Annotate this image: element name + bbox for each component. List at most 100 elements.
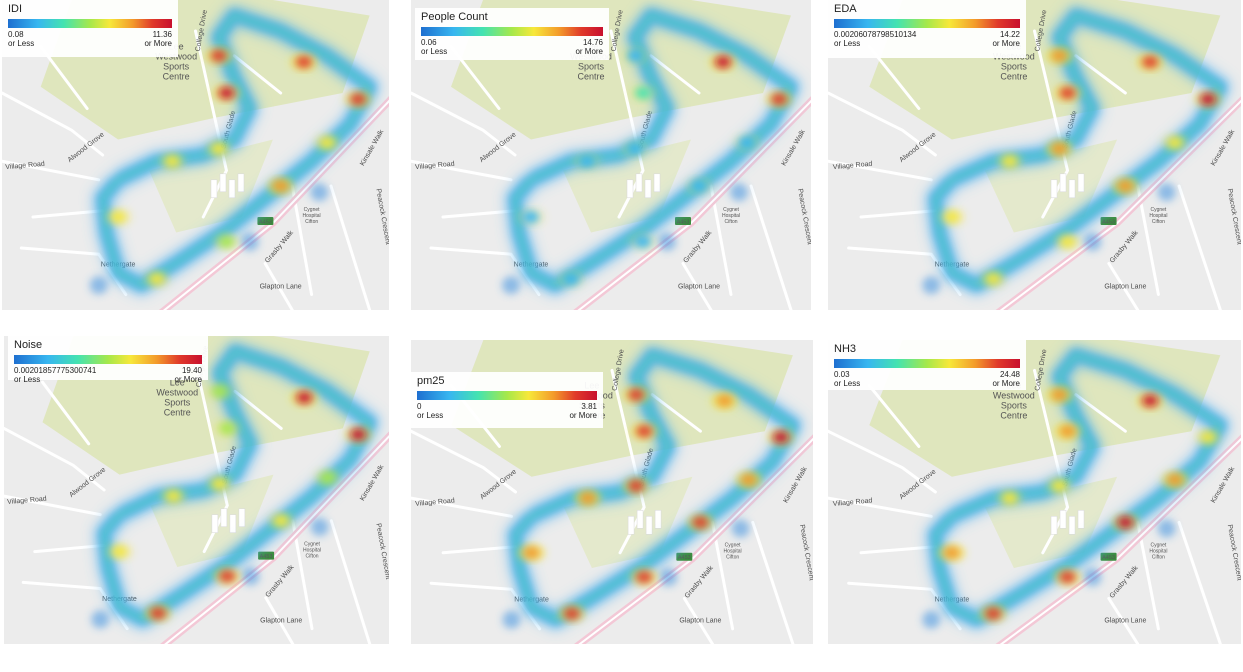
heat-hotspot <box>739 136 755 149</box>
heat-hotspot <box>1117 180 1134 192</box>
heat-hotspot <box>943 546 960 559</box>
legend-color-ramp <box>8 19 172 28</box>
legend-min-note: or Less <box>14 375 41 384</box>
sports-centre-label: Westwood <box>993 391 1035 401</box>
heat-trail-core <box>513 352 796 623</box>
heat-hotspot <box>1001 492 1018 505</box>
minor-road <box>441 545 518 555</box>
street-label-village-road: Village Road <box>5 161 45 171</box>
minor-road <box>31 209 105 219</box>
legend-min-note: or Less <box>421 47 448 56</box>
heat-hotspot <box>636 571 653 584</box>
hospital-label: Cygnet <box>725 543 741 549</box>
heat-blob <box>730 183 748 202</box>
minor-road <box>4 494 102 517</box>
heat-hotspot <box>1166 473 1183 486</box>
minor-road <box>41 380 91 446</box>
legend-color-ramp <box>421 27 603 36</box>
building <box>635 173 643 193</box>
map-canvas: A453LeeWestwoodSportsCentreCygnetHospita… <box>2 0 389 310</box>
building <box>645 516 653 535</box>
street-label-glapton-lane: Glapton Lane <box>260 283 302 290</box>
sports-centre-label: Sports <box>578 62 605 72</box>
heat-blob <box>310 517 329 536</box>
minor-road <box>828 159 933 182</box>
minor-road <box>681 262 713 310</box>
street-label-village-road: Village Road <box>415 161 455 171</box>
legend-max-value: 14.76 <box>582 38 603 47</box>
minor-road <box>441 209 517 219</box>
minor-road <box>233 389 283 430</box>
heat-hotspot <box>1059 87 1076 99</box>
heatmap-panel-noise: A453 Lee Westwood Sports Centre Cygnet Hospita… <box>4 336 389 644</box>
building <box>1050 516 1058 535</box>
sports-centre-label: Centre <box>163 72 190 82</box>
building <box>654 510 662 529</box>
legend-min-value: 0.08 <box>8 30 24 39</box>
minor-road <box>195 365 229 554</box>
minor-road <box>411 496 513 518</box>
heat-hotspot <box>628 388 645 401</box>
legend-max-note: or More <box>992 39 1020 48</box>
heat-hotspot <box>165 490 182 503</box>
heat-hotspot <box>1059 425 1076 438</box>
building <box>210 179 218 199</box>
legend-color-ramp <box>417 391 597 400</box>
road-badge <box>258 551 275 560</box>
heat-hotspot <box>1001 155 1018 168</box>
minor-road <box>828 91 937 157</box>
heat-hotspot <box>210 142 227 155</box>
heat-hotspot <box>218 87 235 99</box>
minor-road <box>609 29 645 219</box>
heat-hotspot <box>1051 479 1068 492</box>
road-badge-label: A453 <box>677 219 690 225</box>
hospital-label: Cygnet <box>723 207 739 213</box>
minor-road <box>1107 596 1140 644</box>
heat-hotspot <box>1142 394 1159 407</box>
legend-min-note: or Less <box>417 411 444 420</box>
legend-min-value: 0.06 <box>421 38 437 47</box>
minor-road <box>859 209 937 219</box>
heatmap-panel-eda: A453LeeWestwoodSportsCentreCygnetHospita… <box>828 0 1241 310</box>
heat-hotspot <box>563 607 580 620</box>
heat-hotspot <box>150 607 166 620</box>
building <box>627 516 635 535</box>
legend-max-value: 3.81 <box>581 402 597 411</box>
building <box>228 179 236 199</box>
heat-hotspot <box>148 273 165 285</box>
legend-color-ramp <box>834 19 1020 28</box>
heat-blob <box>91 610 110 629</box>
heat-hotspot <box>636 425 653 438</box>
street-label-village-road: Village Road <box>833 497 873 507</box>
legend-max-note: or More <box>992 379 1020 388</box>
legend-min-note: or Less <box>8 39 35 48</box>
minor-road <box>1107 262 1140 310</box>
legend-color-ramp <box>14 355 202 364</box>
minor-road <box>859 545 937 555</box>
heat-hotspot <box>523 546 540 559</box>
hospital-label: Hospital <box>724 549 742 555</box>
heat-hotspot <box>1059 235 1076 248</box>
building <box>220 508 228 527</box>
legend-color-ramp <box>834 359 1020 368</box>
building <box>229 514 237 533</box>
heat-trail-core <box>100 13 373 288</box>
heat-hotspot <box>715 56 731 68</box>
road-badge <box>676 552 693 561</box>
minor-road <box>828 496 933 518</box>
heat-hotspot <box>1199 431 1216 444</box>
legend-title: Noise <box>14 339 43 351</box>
sports-centre-label: Lee <box>170 377 185 387</box>
minor-road <box>1074 54 1127 95</box>
heat-hotspot <box>1051 142 1068 155</box>
heatmap-panel-pm25: A453LeeWestwoodSportsCentreCygnetHospita… <box>411 340 813 644</box>
heat-blob <box>241 567 260 586</box>
minor-road <box>264 596 295 644</box>
heatmap-panel-nh3: A453LeeWestwoodSportsCentreCygnetHospita… <box>828 340 1241 644</box>
heat-hotspot <box>218 235 235 248</box>
minor-road <box>232 54 283 95</box>
street-label-village-road: Village Road <box>833 161 873 171</box>
heat-blob <box>1083 568 1102 587</box>
minor-road <box>1033 29 1070 219</box>
building <box>1068 516 1076 535</box>
